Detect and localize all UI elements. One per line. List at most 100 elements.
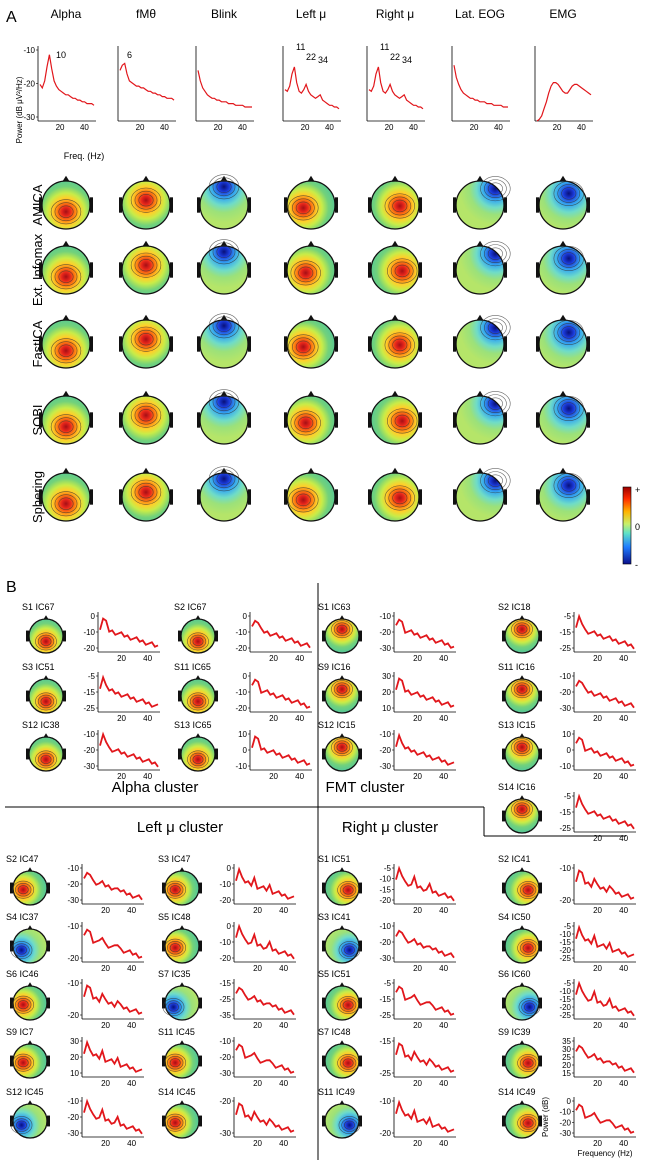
contour-line [561,187,577,200]
x-tick-label: 40 [143,654,152,663]
scalp-map [455,180,505,230]
contour-line [212,469,236,489]
ear-right [359,690,362,702]
spectrum-x-axis-label: Freq. (Hz) [64,151,105,161]
colorbar-mid-label: 0 [635,522,640,532]
cluster-spectrum: -10 -20 -30 20 40 [67,864,144,915]
contour-line [167,1055,184,1070]
contour-line [518,998,541,1017]
scalp-head [119,467,173,522]
y-tick-label: -10 [379,730,391,739]
x-tick-label: 20 [413,1021,422,1030]
x-tick-label: 20 [101,1079,110,1088]
contour-line [480,468,511,494]
y-tick-label: -10 [219,1037,231,1046]
x-tick-label: 20 [593,906,602,915]
x-tick-label: 40 [127,906,136,915]
x-tick-label: 20 [470,123,479,132]
cluster-head [502,925,542,964]
contour-line [557,184,581,203]
x-tick-label: 20 [301,123,310,132]
ear-left [284,197,287,213]
y-tick-label: -20 [219,896,231,905]
scalp-head [197,466,251,522]
x-tick-label: 40 [127,1021,136,1030]
cluster-spectrum: 10 0 -10 20 40 [559,730,636,781]
cluster-spectrum: 0 -10 -20 20 40 [219,864,296,915]
contour-line [480,315,511,341]
method-row-label: SOBI [30,404,45,435]
x-tick-label: 20 [253,1139,262,1148]
contour-line [294,263,318,283]
ear-left [10,1055,13,1067]
contour-line [519,941,537,955]
contour-line [189,634,207,649]
ear-right [248,336,251,352]
spectrum-line [235,1043,295,1074]
spectrum-line [235,866,295,900]
ear-right [47,882,50,894]
cluster-head [162,982,202,1021]
y-tick-label: -25 [219,995,231,1004]
contour-line [519,1056,537,1070]
y-tick-label: -20 [379,746,391,755]
contour-line [553,395,584,421]
contour-line [517,881,539,899]
contour-line [557,399,581,418]
y-tick-label: 15 [562,1069,571,1078]
spectrum-line [83,871,143,901]
scalp-map [12,1103,48,1139]
ear-right [47,940,50,952]
contour-line [208,174,240,200]
peak-label: 34 [402,55,412,65]
ear-right [63,630,66,642]
cluster-head [322,982,362,1021]
x-tick-label: 20 [413,1079,422,1088]
contour-line [511,620,533,639]
y-tick-label: -30 [559,704,571,713]
cluster-head [322,675,362,714]
column-label: fMθ [136,7,156,21]
spectrum-y-axis-label: Power (dB μV²/Hz) [15,76,24,143]
cluster-head [10,1040,50,1079]
y-tick-label: -10 [23,46,35,55]
contour-line [337,996,359,1014]
contour-line [167,1115,184,1130]
scalp-map [504,1103,540,1139]
contour-line [134,190,158,210]
y-tick-label: -15 [559,938,571,947]
cluster-title: Right μ cluster [342,819,438,836]
scalp-map [286,180,336,230]
ear-right [90,489,93,505]
x-tick-label: 20 [117,772,126,781]
y-tick-label: -25 [559,1011,571,1020]
ear-right [587,197,590,213]
scalp-head [39,314,93,369]
ear-left [197,262,200,278]
contour-line [553,245,584,271]
spectrum-line [251,619,311,649]
contour-line [169,943,181,953]
contour-line [336,624,348,634]
contour-line [516,684,528,694]
scalp-head [284,390,338,445]
ear-right [199,1115,202,1127]
spectrum-line [83,1098,143,1135]
contour-line [37,752,55,767]
ear-right [248,489,251,505]
component-label: S7 IC48 [318,1027,351,1037]
contour-line [388,196,412,216]
contour-line [522,1058,534,1068]
contour-line [342,885,354,895]
contour-line [54,341,78,361]
contour-line [288,487,319,513]
cluster-spectrum: -10 -20 -30 20 40 [219,1037,296,1088]
ear-left [26,630,29,642]
y-tick-label: -10 [379,922,391,931]
ear-right [504,412,507,428]
contour-line [130,402,162,428]
contour-line [40,696,52,706]
ear-left [322,690,325,702]
ear-left [162,940,165,952]
method-row-label: Ext. Infomax [30,233,45,306]
